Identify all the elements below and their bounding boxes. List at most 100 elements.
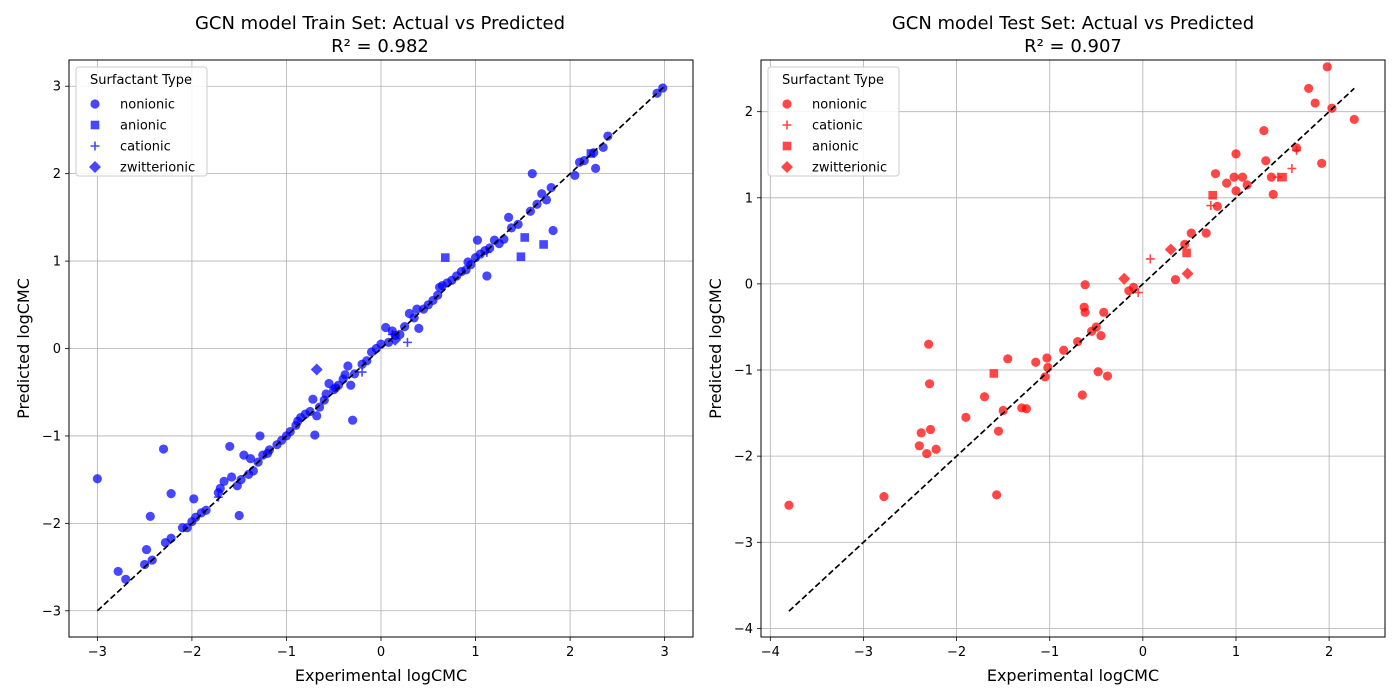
test-nonionic-point <box>784 500 794 510</box>
train-anionic-point <box>516 252 526 262</box>
train-legend-box <box>75 66 208 177</box>
test-x-tick-label: 2 <box>1325 645 1333 660</box>
train-nonionic-point <box>412 304 422 314</box>
test-y-tick-label: 1 <box>745 191 753 206</box>
test-cationic-point <box>1145 254 1155 264</box>
train-x-ticks: −3 −2 −1 0 1 2 3 <box>88 637 669 660</box>
test-nonionic-point <box>1073 337 1083 347</box>
train-nonionic-point <box>591 163 601 174</box>
train-cationic-point <box>402 337 412 347</box>
test-data-points <box>784 62 1359 510</box>
train-y-tick-label: −1 <box>42 429 61 444</box>
train-nonionic-point <box>225 441 235 452</box>
train-nonionic-point <box>504 212 514 222</box>
test-x-tick-label: −2 <box>947 645 966 660</box>
test-nonionic-point <box>879 492 889 502</box>
train-nonionic-point <box>215 483 225 493</box>
test-nonionic-point <box>1093 367 1103 377</box>
test-nonionic-point <box>1210 169 1221 179</box>
test-cationic-point <box>1292 145 1302 155</box>
test-nonionic-point <box>1317 158 1327 168</box>
train-nonionic-point <box>219 476 229 486</box>
train-y-axis-label: Predicted logCMC <box>14 278 33 419</box>
test-scatter-panel: GCN model Test Set: Actual vs Predicted … <box>706 13 1386 685</box>
test-nonionic-point <box>1096 330 1106 341</box>
train-x-tick-label: 0 <box>377 645 385 660</box>
train-x-tick-label: −2 <box>182 645 201 660</box>
test-nonionic-point <box>916 428 926 438</box>
test-nonionic-point <box>1021 404 1032 414</box>
train-anionic-point <box>440 253 450 262</box>
test-nonionic-point <box>1259 126 1269 136</box>
train-nonionic-point <box>113 566 123 577</box>
train-nonionic-point <box>527 169 537 179</box>
test-nonionic-point <box>998 405 1008 416</box>
test-chart-r2: R² = 0.907 <box>1024 36 1122 57</box>
test-x-tick-label: 0 <box>1139 645 1147 660</box>
test-y-tick-label: 2 <box>745 105 753 120</box>
test-nonionic-point <box>1040 372 1050 382</box>
train-nonionic-point <box>245 454 256 464</box>
test-legend-marker-nonionic <box>782 99 792 109</box>
test-nonionic-point <box>1229 172 1239 182</box>
test-nonionic-point <box>1304 83 1314 94</box>
train-legend-label-cationic: cationic <box>120 140 171 155</box>
test-nonionic-point <box>1322 62 1332 72</box>
train-nonionic-point <box>308 394 318 404</box>
train-nonionic-point <box>482 271 492 281</box>
test-nonionic-point <box>992 490 1002 500</box>
test-legend-label-cationic: cationic <box>812 119 863 134</box>
test-nonionic-point <box>1349 114 1359 125</box>
test-nonionic-point <box>993 426 1004 436</box>
test-y-ticks: −4 −3 −2 −1 0 1 2 <box>734 105 761 637</box>
train-nonionic-point <box>570 170 580 180</box>
test-zwitterionic-point <box>1181 267 1194 280</box>
train-x-tick-label: −3 <box>88 645 107 660</box>
test-cationic-point <box>1287 164 1297 174</box>
train-zwitterionic-point <box>389 333 402 346</box>
test-chart-title: GCN model Test Set: Actual vs Predicted <box>892 13 1254 34</box>
train-y-tick-label: 1 <box>53 255 61 270</box>
test-x-ticks: −4 −3 −2 −1 0 1 2 <box>761 637 1333 660</box>
test-legend-title: Surfactant Type <box>782 73 884 88</box>
train-plot-frame <box>68 59 694 638</box>
train-x-tick-label: 2 <box>566 645 574 660</box>
train-cationic-point <box>213 492 223 502</box>
test-legend-marker-zwitterionic <box>781 161 793 173</box>
train-nonionic-point <box>166 489 176 499</box>
test-nonionic-point <box>1261 156 1271 166</box>
test-nonionic-point <box>1268 189 1278 199</box>
test-nonionic-point <box>1222 178 1232 188</box>
train-legend-marker-nonionic <box>90 99 100 109</box>
test-nonionic-point <box>1310 98 1320 108</box>
train-nonionic-point <box>312 411 322 421</box>
test-legend-marker-cationic <box>782 120 792 130</box>
train-legend-title: Surfactant Type <box>90 73 192 88</box>
test-x-axis-label: Experimental logCMC <box>987 666 1159 685</box>
train-nonionic-point <box>140 559 150 570</box>
test-nonionic-point <box>924 339 934 349</box>
test-nonionic-point <box>1124 286 1134 296</box>
train-nonionic-point <box>314 402 325 412</box>
test-nonionic-point <box>931 444 941 454</box>
train-nonionic-point <box>414 323 424 333</box>
train-nonionic-point <box>340 370 350 380</box>
train-y-tick-label: −2 <box>42 517 61 532</box>
train-nonionic-point <box>158 444 169 454</box>
test-x-tick-label: −4 <box>761 645 780 660</box>
train-nonionic-point <box>189 494 199 504</box>
test-cationic-point <box>1206 201 1216 211</box>
test-zwitterionic-point <box>1164 243 1177 256</box>
train-nonionic-point <box>541 195 552 205</box>
train-cationic-point <box>357 367 367 377</box>
train-nonionic-point <box>546 183 556 193</box>
train-scatter-panel: GCN model Train Set: Actual vs Predicted… <box>14 13 694 685</box>
train-nonionic-point <box>343 361 353 371</box>
test-legend-box <box>767 66 900 177</box>
test-y-tick-label: −1 <box>734 364 753 379</box>
test-nonionic-point <box>914 441 924 451</box>
train-y-tick-label: 0 <box>53 342 61 357</box>
test-anionic-point <box>1278 172 1287 182</box>
train-nonionic-point <box>310 430 320 440</box>
